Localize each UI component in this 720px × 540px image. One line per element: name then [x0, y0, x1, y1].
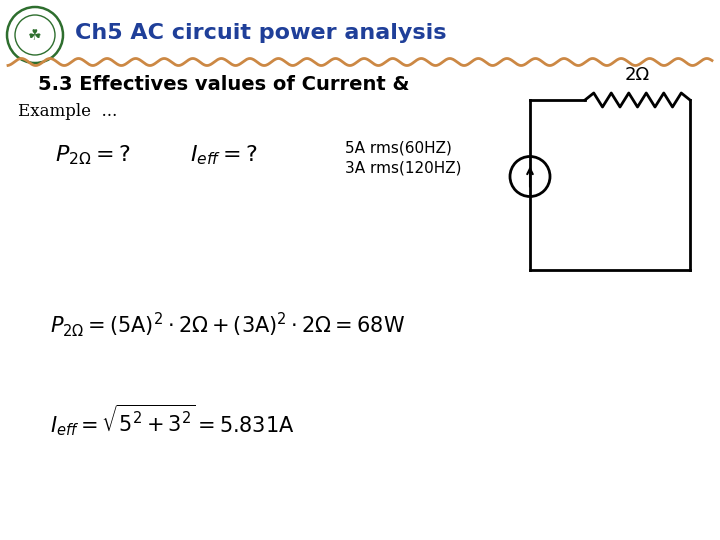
Text: $I_{eff} = \sqrt{5^2 + 3^2} = 5.831\mathrm{A}$: $I_{eff} = \sqrt{5^2 + 3^2} = 5.831\math… — [50, 402, 294, 438]
Text: 2Ω: 2Ω — [625, 66, 650, 84]
Text: 3A rms(120HZ): 3A rms(120HZ) — [345, 160, 462, 176]
Text: $P_{2\Omega} = ?$: $P_{2\Omega} = ?$ — [55, 143, 130, 167]
Text: $P_{2\Omega} = (5\mathrm{A})^2 \cdot 2\Omega + (3\mathrm{A})^2 \cdot 2\Omega = 6: $P_{2\Omega} = (5\mathrm{A})^2 \cdot 2\O… — [50, 310, 405, 340]
Text: 5A rms(60HZ): 5A rms(60HZ) — [345, 140, 452, 156]
Text: Ch5 AC circuit power analysis: Ch5 AC circuit power analysis — [75, 23, 446, 43]
Text: $I_{eff} = ?$: $I_{eff} = ?$ — [190, 143, 257, 167]
Text: Example  ...: Example ... — [18, 104, 117, 120]
Text: ☘: ☘ — [28, 28, 42, 43]
Text: 5.3 Effectives values of Current &: 5.3 Effectives values of Current & — [38, 76, 410, 94]
